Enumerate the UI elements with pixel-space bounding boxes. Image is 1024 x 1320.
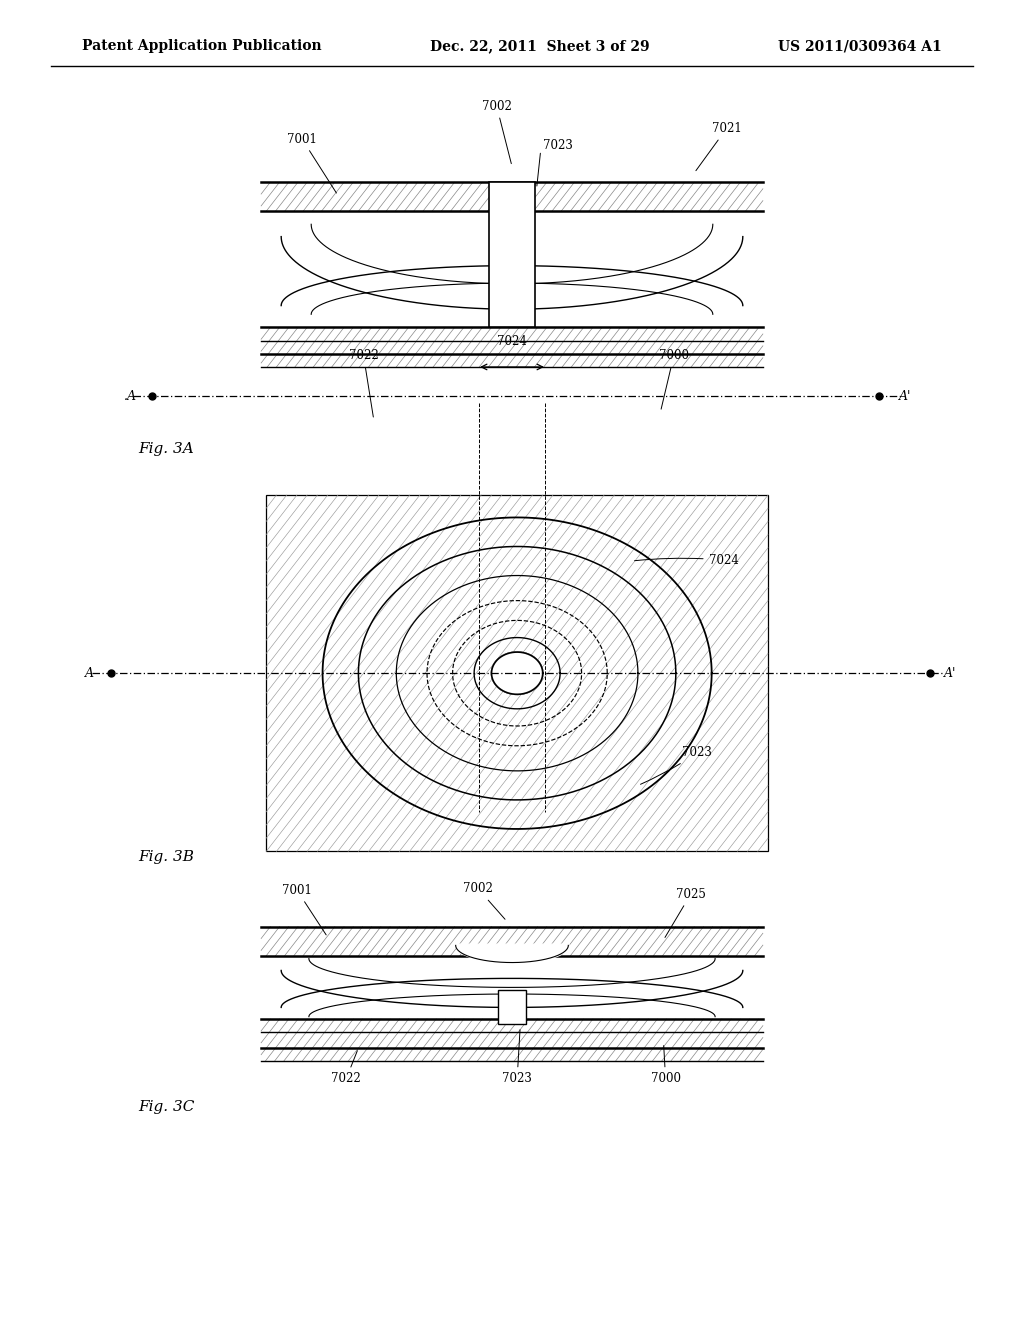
Bar xyxy=(498,990,526,1024)
Text: 7025: 7025 xyxy=(665,887,706,937)
Text: 7023: 7023 xyxy=(502,1030,532,1085)
Text: 7022: 7022 xyxy=(348,348,379,417)
Text: Fig. 3A: Fig. 3A xyxy=(138,442,194,455)
Text: Fig. 3C: Fig. 3C xyxy=(138,1101,195,1114)
Text: A': A' xyxy=(899,389,911,403)
Polygon shape xyxy=(492,652,543,694)
Text: 7021: 7021 xyxy=(696,121,741,170)
Text: US 2011/0309364 A1: US 2011/0309364 A1 xyxy=(778,40,942,53)
Text: 7001: 7001 xyxy=(287,132,337,193)
Text: A': A' xyxy=(944,667,956,680)
Text: .A: .A xyxy=(124,389,136,403)
Text: 7000: 7000 xyxy=(658,348,689,409)
Text: A: A xyxy=(85,667,93,680)
Text: 7002: 7002 xyxy=(463,882,505,919)
Text: Fig. 3B: Fig. 3B xyxy=(138,850,195,863)
Text: 7024: 7024 xyxy=(497,335,527,348)
Text: 7000: 7000 xyxy=(650,1045,681,1085)
Bar xyxy=(489,182,535,327)
Text: Patent Application Publication: Patent Application Publication xyxy=(82,40,322,53)
Text: Dec. 22, 2011  Sheet 3 of 29: Dec. 22, 2011 Sheet 3 of 29 xyxy=(430,40,649,53)
Bar xyxy=(266,495,768,851)
Text: 7023: 7023 xyxy=(640,746,712,784)
Text: 7001: 7001 xyxy=(282,883,327,935)
Text: 7002: 7002 xyxy=(481,99,512,164)
Text: 7024: 7024 xyxy=(635,553,738,566)
Text: 7023: 7023 xyxy=(543,139,572,152)
Text: 7022: 7022 xyxy=(331,1051,361,1085)
